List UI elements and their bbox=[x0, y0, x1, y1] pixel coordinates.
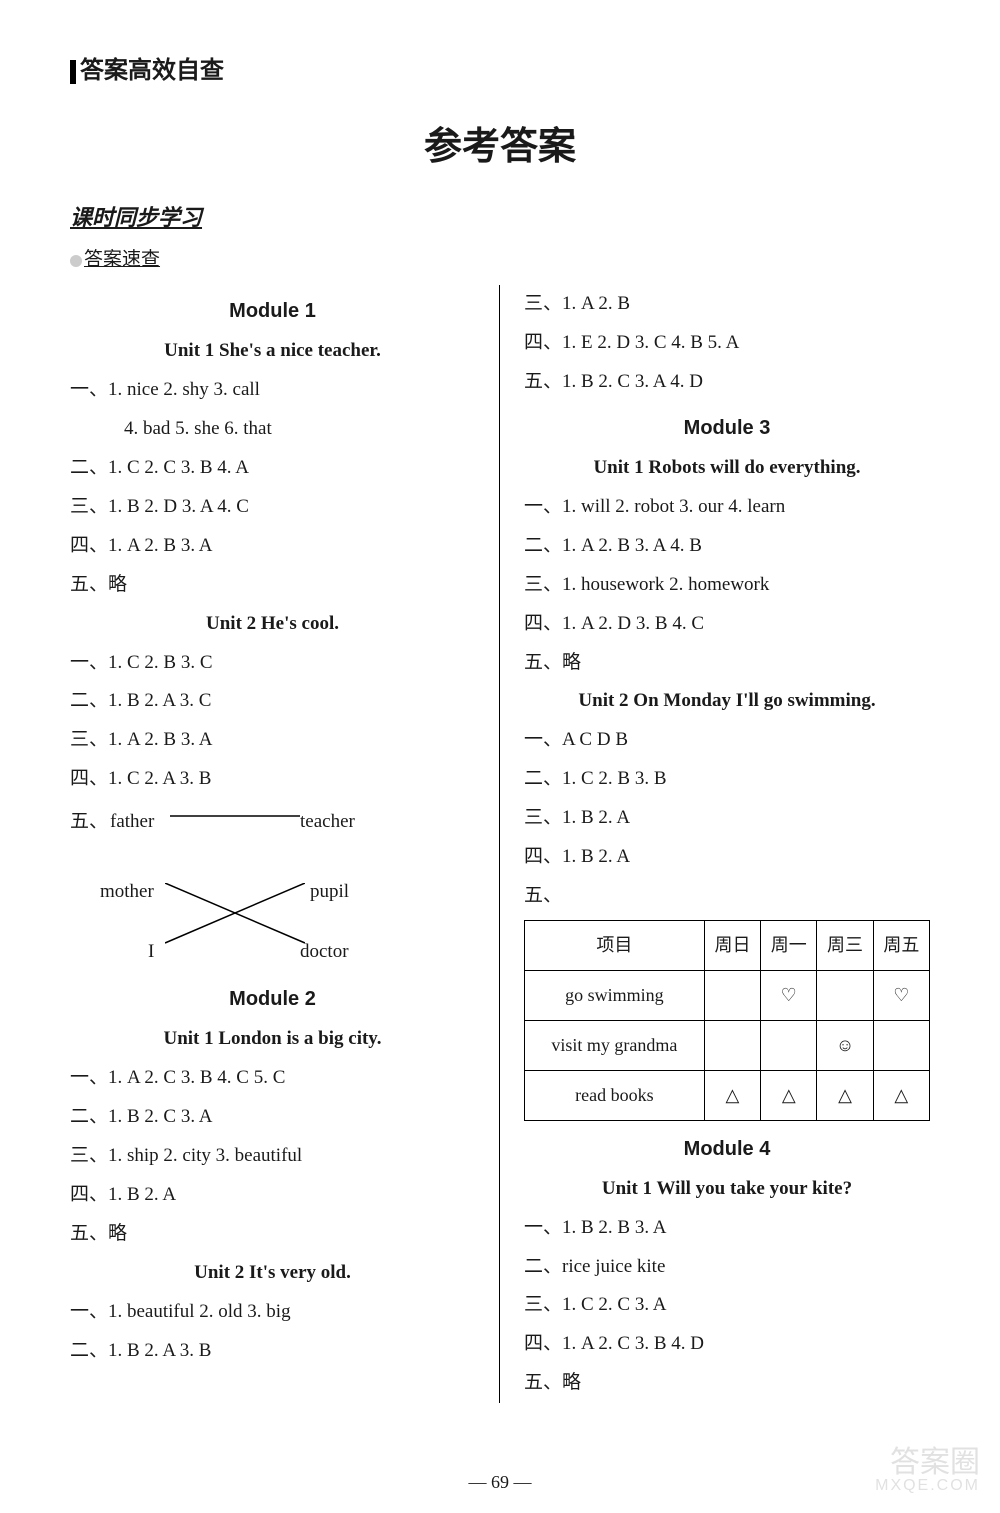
td: go swimming bbox=[525, 970, 705, 1020]
answer-line: 二、1. A 2. B 3. A 4. B bbox=[524, 527, 930, 566]
header-bar bbox=[70, 60, 76, 84]
td: ♡ bbox=[761, 970, 817, 1020]
quick-check-text: 答案速查 bbox=[84, 249, 160, 270]
th: 周日 bbox=[704, 921, 760, 971]
th: 项目 bbox=[525, 921, 705, 971]
answer-line: 二、1. C 2. C 3. B 4. A bbox=[70, 449, 475, 488]
main-title: 参考答案 bbox=[70, 115, 930, 170]
schedule-table: 项目 周日 周一 周三 周五 go swimming ♡ ♡ visit my … bbox=[524, 920, 930, 1121]
answer-line: 一、1. nice 2. shy 3. call bbox=[70, 371, 475, 410]
m3-u2-title: Unit 2 On Monday I'll go swimming. bbox=[524, 682, 930, 721]
watermark-line1: 答案圈 bbox=[875, 1447, 980, 1479]
td bbox=[704, 1020, 760, 1070]
td: read books bbox=[525, 1070, 705, 1120]
answer-line: 三、1. ship 2. city 3. beautiful bbox=[70, 1137, 475, 1176]
m1-u1-title: Unit 1 She's a nice teacher. bbox=[70, 332, 475, 371]
diagram-teacher: teacher bbox=[300, 803, 355, 842]
answer-line: 二、1. B 2. A 3. C bbox=[70, 682, 475, 721]
m1-u2-title: Unit 2 He's cool. bbox=[70, 605, 475, 644]
answer-line: 一、1. B 2. B 3. A bbox=[524, 1209, 930, 1248]
td: ♡ bbox=[873, 970, 929, 1020]
answer-line: 一、1. will 2. robot 3. our 4. learn bbox=[524, 488, 930, 527]
dot-icon bbox=[70, 255, 82, 267]
m3-u1-title: Unit 1 Robots will do everything. bbox=[524, 449, 930, 488]
diagram-prefix: 五、 bbox=[70, 803, 108, 842]
answer-line: 四、1. A 2. C 3. B 4. D bbox=[524, 1325, 930, 1364]
td: △ bbox=[873, 1070, 929, 1120]
th: 周五 bbox=[873, 921, 929, 971]
content-columns: Module 1 Unit 1 She's a nice teacher. 一、… bbox=[70, 285, 930, 1403]
td bbox=[817, 970, 873, 1020]
table-row: 项目 周日 周一 周三 周五 bbox=[525, 921, 930, 971]
section-title-text: 课时同步学习 bbox=[70, 205, 202, 230]
quick-check: 答案速查 bbox=[70, 244, 930, 271]
table-row: go swimming ♡ ♡ bbox=[525, 970, 930, 1020]
module-4-title: Module 4 bbox=[524, 1129, 930, 1170]
top-header: 答案高效自查 bbox=[70, 50, 930, 85]
answer-line: 四、1. C 2. A 3. B bbox=[70, 760, 475, 799]
watermark-line2: MXQE.COM bbox=[875, 1478, 980, 1495]
module-1-title: Module 1 bbox=[70, 291, 475, 332]
answer-line: 四、1. B 2. A bbox=[70, 1176, 475, 1215]
answer-line: 二、1. B 2. A 3. B bbox=[70, 1332, 475, 1371]
answer-line: 五、略 bbox=[524, 1364, 930, 1403]
answer-line: 二、1. C 2. B 3. B bbox=[524, 760, 930, 799]
answer-line: 一、1. beautiful 2. old 3. big bbox=[70, 1293, 475, 1332]
cross-lines-icon bbox=[165, 883, 305, 953]
th: 周一 bbox=[761, 921, 817, 971]
answer-line: 三、1. housework 2. homework bbox=[524, 566, 930, 605]
answer-line: 一、A C D B bbox=[524, 721, 930, 760]
module-3-title: Module 3 bbox=[524, 408, 930, 449]
diagram-mother: mother bbox=[100, 873, 154, 912]
right-column: 三、1. A 2. B 四、1. E 2. D 3. C 4. B 5. A 五… bbox=[500, 285, 930, 1403]
answer-line: 三、1. C 2. C 3. A bbox=[524, 1286, 930, 1325]
td: visit my grandma bbox=[525, 1020, 705, 1070]
m2-u1-title: Unit 1 London is a big city. bbox=[70, 1020, 475, 1059]
answer-line: 五、略 bbox=[70, 1215, 475, 1254]
line-icon bbox=[170, 809, 300, 823]
answer-line: 4. bad 5. she 6. that bbox=[70, 410, 475, 449]
answer-line: 四、1. E 2. D 3. C 4. B 5. A bbox=[524, 324, 930, 363]
answer-line: 五、 bbox=[524, 877, 930, 916]
answer-line: 三、1. B 2. A bbox=[524, 799, 930, 838]
td: △ bbox=[704, 1070, 760, 1120]
table-row: visit my grandma ☺ bbox=[525, 1020, 930, 1070]
watermark: 答案圈 MXQE.COM bbox=[875, 1447, 980, 1495]
answer-line: 三、1. A 2. B 3. A bbox=[70, 721, 475, 760]
left-column: Module 1 Unit 1 She's a nice teacher. 一、… bbox=[70, 285, 500, 1403]
answer-line: 三、1. B 2. D 3. A 4. C bbox=[70, 488, 475, 527]
td bbox=[761, 1020, 817, 1070]
td: ☺ bbox=[817, 1020, 873, 1070]
answer-line: 四、1. A 2. D 3. B 4. C bbox=[524, 605, 930, 644]
answer-line: 四、1. A 2. B 3. A bbox=[70, 527, 475, 566]
answer-line: 二、1. B 2. C 3. A bbox=[70, 1098, 475, 1137]
header-text: 答案高效自查 bbox=[80, 58, 224, 84]
diagram-I: I bbox=[148, 933, 154, 972]
diagram-pupil: pupil bbox=[310, 873, 349, 912]
answer-line: 一、1. A 2. C 3. B 4. C 5. C bbox=[70, 1059, 475, 1098]
page-number: — 69 — bbox=[469, 1472, 532, 1493]
m4-u1-title: Unit 1 Will you take your kite? bbox=[524, 1170, 930, 1209]
answer-line: 三、1. A 2. B bbox=[524, 285, 930, 324]
module-2-title: Module 2 bbox=[70, 979, 475, 1020]
td: △ bbox=[761, 1070, 817, 1120]
m2-u2-title: Unit 2 It's very old. bbox=[70, 1254, 475, 1293]
td: △ bbox=[817, 1070, 873, 1120]
answer-line: 五、1. B 2. C 3. A 4. D bbox=[524, 363, 930, 402]
answer-line: 四、1. B 2. A bbox=[524, 838, 930, 877]
th: 周三 bbox=[817, 921, 873, 971]
diagram-father: father bbox=[110, 803, 154, 842]
answer-line: 一、1. C 2. B 3. C bbox=[70, 644, 475, 683]
answer-line: 五、略 bbox=[524, 644, 930, 683]
answer-line: 五、略 bbox=[70, 566, 475, 605]
matching-diagram: 五、 father teacher mother pupil I doctor bbox=[70, 803, 475, 973]
answer-line: 二、rice juice kite bbox=[524, 1248, 930, 1287]
td bbox=[873, 1020, 929, 1070]
td bbox=[704, 970, 760, 1020]
table-row: read books △ △ △ △ bbox=[525, 1070, 930, 1120]
section-title: 课时同步学习 bbox=[70, 200, 930, 232]
diagram-doctor: doctor bbox=[300, 933, 349, 972]
